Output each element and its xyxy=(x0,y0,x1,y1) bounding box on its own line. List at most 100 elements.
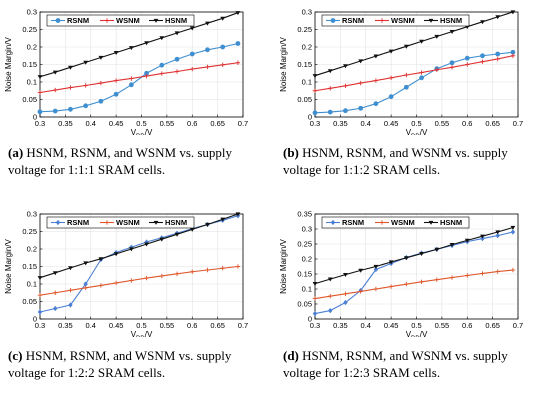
legend: RSNM WSNM HSNM xyxy=(321,14,470,27)
x-axis-label: VDD/V xyxy=(131,128,153,135)
legend: RSNM WSNM HSNM xyxy=(321,216,470,229)
y-tick-label: 0 xyxy=(308,113,312,122)
series-wsnm xyxy=(312,53,516,93)
x-tick-label: 0.35 xyxy=(58,119,73,128)
data-point xyxy=(205,47,210,53)
chart-panel-a: 0.3 0.35 0.4 0.45 0.5 0.55 0.6 0.65 0.7 0 0.05 0.1 0… xyxy=(0,0,275,201)
data-point xyxy=(220,217,226,222)
x-axis-label: VDD/V xyxy=(406,128,428,135)
data-point xyxy=(37,276,43,281)
x-tick-label: 0.7 xyxy=(513,119,523,128)
data-point xyxy=(404,72,409,78)
y-tick-label: 0.3 xyxy=(302,225,312,234)
data-point xyxy=(510,53,516,58)
chart-panel-b: 0.3 0.35 0.4 0.45 0.5 0.55 0.6 0.65 0.7 0 0.05 0.1 0… xyxy=(275,0,550,201)
x-tick-label: 0.3 xyxy=(35,321,45,330)
series-line xyxy=(314,269,513,300)
legend-marker xyxy=(104,220,110,225)
x-tick-label: 0.7 xyxy=(513,321,523,330)
legend-box xyxy=(46,216,195,229)
data-point xyxy=(480,59,485,64)
data-point xyxy=(495,233,500,239)
data-point xyxy=(312,74,318,79)
y-tick-label: 0.25 xyxy=(22,227,37,236)
data-point xyxy=(98,283,104,288)
data-point xyxy=(419,75,424,81)
y-tick-label: 0.35 xyxy=(297,210,312,219)
data-point xyxy=(449,30,455,34)
y-axis-label: Noise Margin/V xyxy=(4,238,13,293)
data-point xyxy=(480,20,485,25)
x-tick-label: 0.5 xyxy=(411,321,421,330)
y-tick-label: 0.3 xyxy=(302,8,312,17)
data-point xyxy=(205,222,210,227)
data-point xyxy=(510,267,516,273)
data-point xyxy=(53,87,58,93)
data-point xyxy=(465,273,470,278)
data-point xyxy=(98,80,104,86)
data-point xyxy=(220,62,225,68)
data-point xyxy=(419,279,424,284)
legend-marker xyxy=(379,18,385,23)
data-point xyxy=(113,91,119,97)
legend-box xyxy=(321,216,470,229)
data-point xyxy=(343,299,348,306)
series-line xyxy=(314,11,514,77)
data-point xyxy=(434,277,439,282)
data-point xyxy=(358,80,363,86)
data-point xyxy=(128,46,134,51)
data-point xyxy=(68,288,73,293)
data-point xyxy=(480,236,485,242)
data-point xyxy=(144,41,149,46)
data-point xyxy=(373,101,379,107)
legend-label: WSNM xyxy=(391,16,415,25)
data-point xyxy=(449,243,455,247)
data-point xyxy=(312,88,318,93)
data-point xyxy=(52,108,58,114)
x-tick-label: 0.5 xyxy=(411,119,421,128)
data-point xyxy=(144,242,149,247)
caption-text: HSNM, RSNM, and WSNM vs. supply voltage … xyxy=(8,145,233,177)
data-point xyxy=(83,60,89,65)
x-tick-label: 0.35 xyxy=(58,321,73,330)
data-point xyxy=(235,60,241,65)
y-tick-label: 0 xyxy=(33,113,37,122)
legend-marker xyxy=(55,219,61,226)
data-point xyxy=(388,75,394,80)
legend-label: WSNM xyxy=(116,218,140,227)
data-point xyxy=(465,62,470,67)
data-point xyxy=(113,78,119,83)
data-point xyxy=(159,273,164,279)
series-hsnm xyxy=(37,212,241,281)
data-point xyxy=(205,64,210,70)
data-point xyxy=(174,271,180,277)
legend-label: RSNM xyxy=(67,218,89,227)
data-point xyxy=(464,55,470,61)
data-point xyxy=(328,294,333,299)
y-tick-label: 0.05 xyxy=(297,95,312,104)
data-point xyxy=(358,268,364,273)
data-point xyxy=(174,56,180,62)
y-tick-label: 0 xyxy=(308,315,312,324)
legend-marker xyxy=(428,220,434,225)
data-point xyxy=(159,62,165,68)
data-point xyxy=(419,39,424,44)
y-axis-label: Noise Margin/V xyxy=(279,238,288,293)
x-tick-label: 0.4 xyxy=(86,321,96,330)
x-tick-label: 0.45 xyxy=(109,119,124,128)
data-point xyxy=(83,285,88,291)
data-point xyxy=(403,44,409,49)
x-tick-label: 0.6 xyxy=(187,321,197,330)
data-point xyxy=(37,75,43,80)
data-point xyxy=(68,266,73,271)
x-axis-label: VDD/V xyxy=(131,330,153,337)
data-point xyxy=(113,51,119,55)
x-tick-label: 0.3 xyxy=(35,119,45,128)
data-point xyxy=(434,34,440,39)
series-rsnm xyxy=(37,41,241,115)
legend-label: HSNM xyxy=(440,218,462,227)
data-point xyxy=(83,281,88,287)
data-point xyxy=(113,280,119,286)
data-point xyxy=(449,60,455,66)
x-tick-label: 0.6 xyxy=(462,321,472,330)
